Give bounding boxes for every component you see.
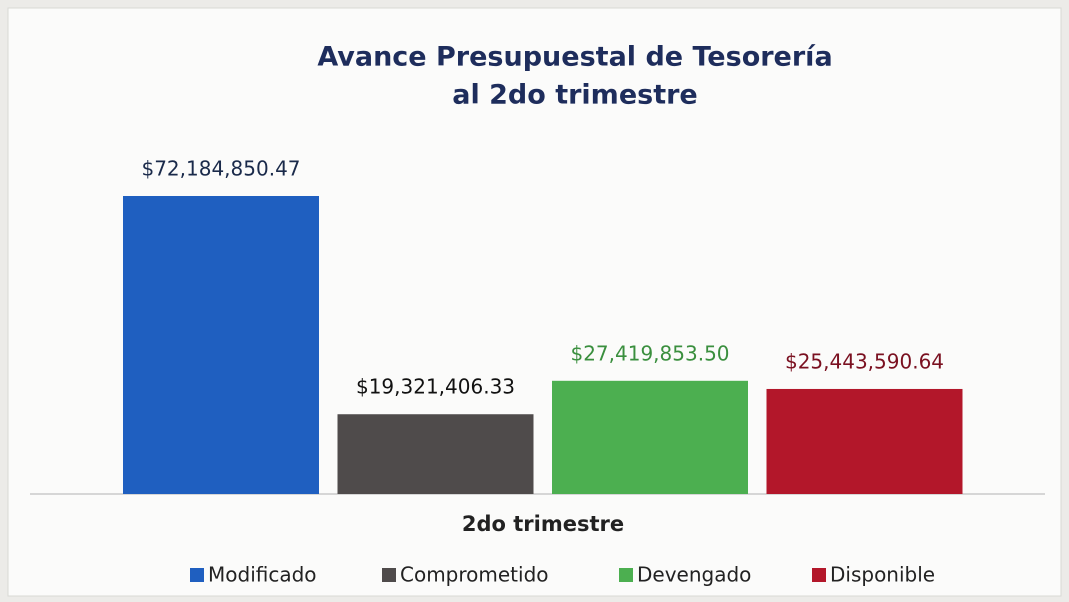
x-tick-label: 2do trimestre bbox=[462, 512, 624, 536]
legend-swatch bbox=[382, 568, 396, 582]
legend-label: Devengado bbox=[637, 563, 751, 587]
legend-label: Comprometido bbox=[400, 563, 549, 587]
bar bbox=[123, 196, 319, 494]
bar bbox=[552, 380, 748, 494]
legend-swatch bbox=[190, 568, 204, 582]
data-label: $25,443,590.64 bbox=[785, 349, 944, 373]
legend-label: Modificado bbox=[208, 563, 317, 587]
legend-label: Disponible bbox=[830, 563, 935, 587]
bar bbox=[766, 388, 963, 494]
chart-title: Avance Presupuestal de Tesorería bbox=[317, 42, 832, 73]
bar bbox=[337, 414, 534, 494]
legend-swatch bbox=[812, 568, 826, 582]
chart-title: al 2do trimestre bbox=[452, 80, 697, 111]
data-label: $27,419,853.50 bbox=[570, 341, 729, 365]
data-label: $72,184,850.47 bbox=[141, 157, 300, 181]
legend-swatch bbox=[619, 568, 633, 582]
data-label: $19,321,406.33 bbox=[356, 375, 515, 399]
